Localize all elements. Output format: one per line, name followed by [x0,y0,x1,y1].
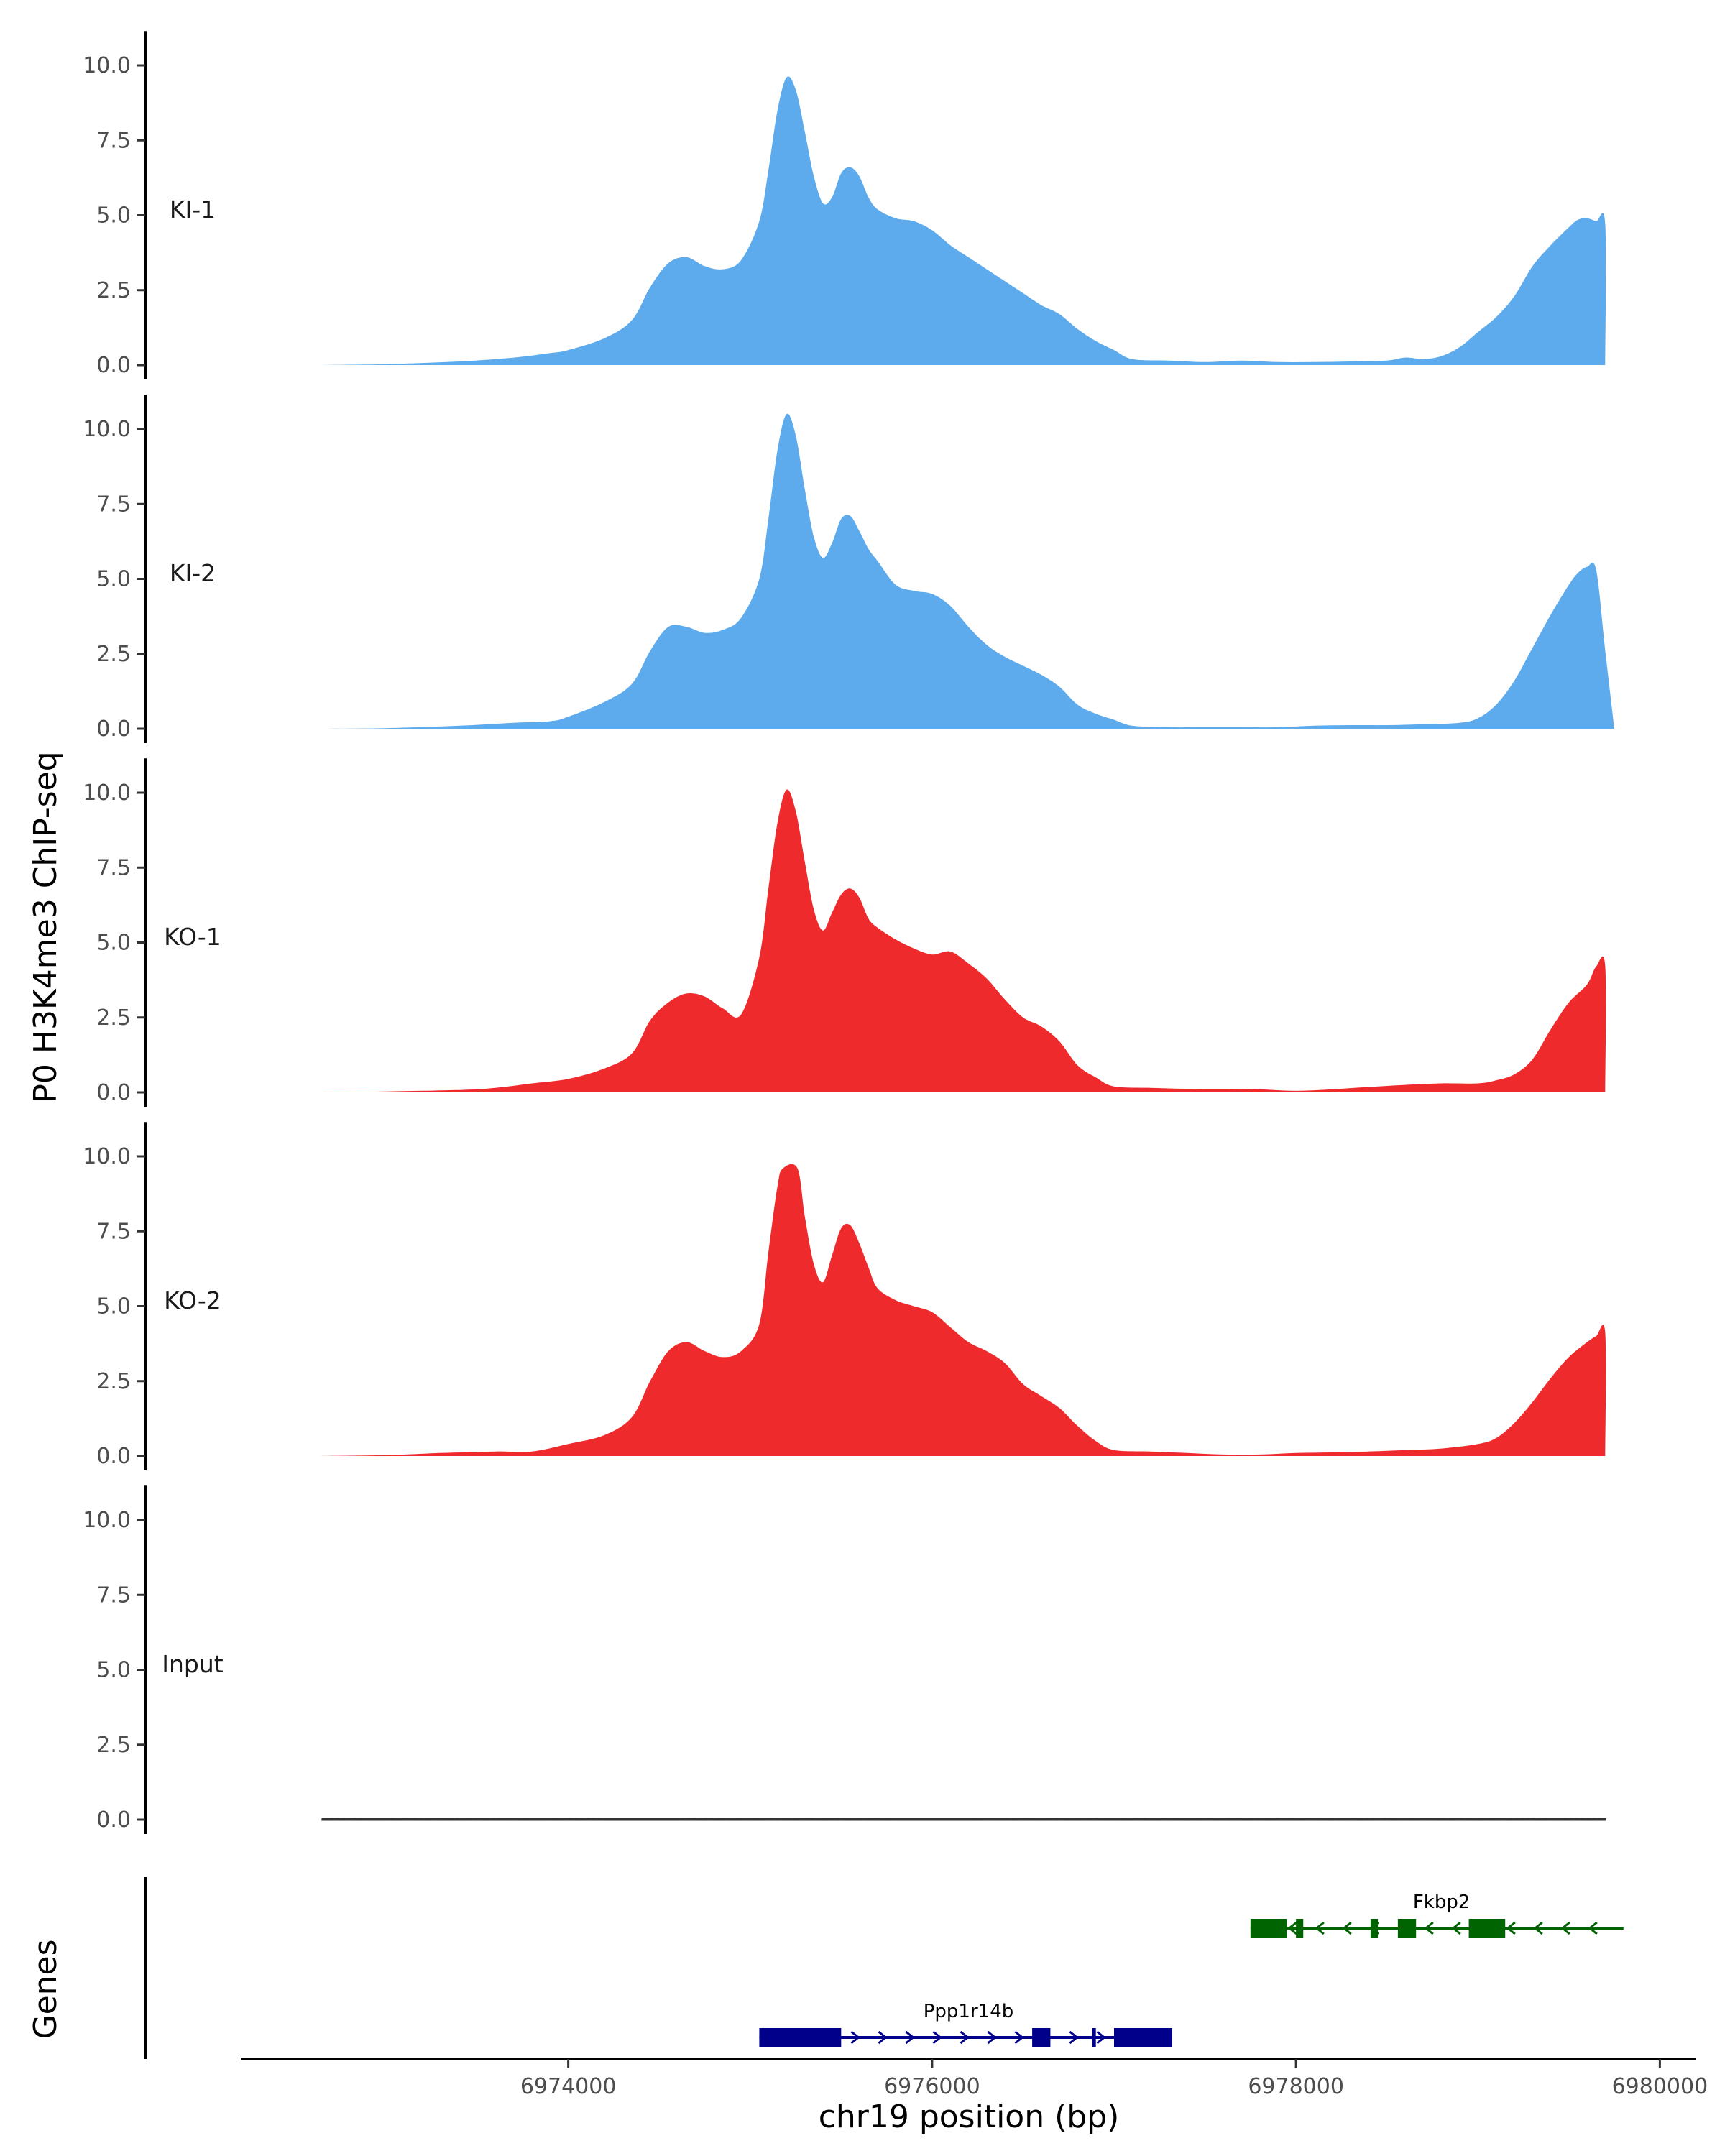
area-input [321,1818,1606,1821]
gene-exon [1092,2028,1096,2047]
y-tick-label: 2.5 [96,642,131,667]
gene-exon [1114,2028,1172,2047]
y-tick-label: 5.0 [96,931,131,956]
track-label: KI-1 [170,195,216,224]
genes-axis-title: Genes [27,1939,64,2039]
genes-panel: Ppp1r14b Fkbp2 [144,1877,1624,2059]
y-tick-label: 0.0 [96,353,131,378]
track-ki-2: 0.0 2.5 5.0 7.5 10.0 KI-2 [83,395,1615,743]
strand-arrow [1560,1921,1570,1935]
track-label: KI-2 [170,559,216,587]
y-tick-label: 5.0 [96,1658,131,1683]
strand-arrow [932,2030,942,2045]
strand-arrow [1069,2030,1079,2045]
y-tick-label: 5.0 [96,567,131,592]
y-tick-label: 5.0 [96,1294,131,1319]
track-ko-2: 0.0 2.5 5.0 7.5 10.0 KO-2 [83,1122,1606,1470]
y-tick-label: 2.5 [96,1369,131,1394]
strand-arrow [1096,2030,1106,2045]
strand-arrow [905,2030,915,2045]
x-axis: 6974000 6976000 6978000 6980000 [241,2058,1708,2099]
x-tick-label: 6974000 [520,2074,617,2099]
y-tick-label: 7.5 [96,1219,131,1244]
gene-exon [759,2028,842,2047]
y-tick-label: 5.0 [96,203,131,229]
x-axis-title: chr19 position (bp) [819,2099,1120,2135]
strand-arrow [1451,1921,1461,1935]
strand-arrow [1588,1921,1598,1935]
y-tick-label: 7.5 [96,855,131,880]
gene-exon [1296,1919,1304,1938]
y-axis-title: P0 H3K4me3 ChIP-seq [27,751,64,1102]
y-tick-label: 0.0 [96,1080,131,1105]
y-tick-label: 10.0 [83,780,131,806]
y-tick-label: 10.0 [83,1144,131,1169]
y-tick-label: 10.0 [83,1508,131,1533]
strand-arrow [1533,1921,1543,1935]
track-ko-1: 0.0 2.5 5.0 7.5 10.0 KO-1 [83,758,1606,1107]
y-tick-label: 2.5 [96,1733,131,1758]
y-tick-label: 2.5 [96,1005,131,1031]
strand-arrow [1424,1921,1434,1935]
gene-exon [1468,1919,1506,1938]
gene-name-label: Ppp1r14b [924,2001,1014,2022]
track-input: 0.0 2.5 5.0 7.5 10.0 Input [83,1485,1606,1834]
y-tick-label: 7.5 [96,492,131,517]
strand-arrow [1014,2030,1024,2045]
track-ki-1: 0.0 2.5 5.0 7.5 10.0 KI-1 [83,31,1606,379]
y-tick-label: 7.5 [96,128,131,153]
strand-arrow [1506,1921,1516,1935]
y-tick-label: 0.0 [96,1444,131,1469]
track-label: KO-1 [164,923,221,951]
strand-arrow [1342,1921,1352,1935]
y-tick-label: 10.0 [83,53,131,78]
gene-exon [1032,2028,1051,2047]
area-ki-1 [322,76,1606,366]
strand-arrow [1315,1921,1325,1935]
x-tick-label: 6980000 [1612,2074,1708,2099]
track-label: KO-2 [164,1286,221,1314]
y-tick-label: 2.5 [96,278,131,303]
strand-arrow [987,2030,997,2045]
y-tick-label: 10.0 [83,417,131,442]
y-tick-label: 0.0 [96,1807,131,1833]
area-ki-2 [322,413,1615,729]
gene-exon [1397,1919,1417,1938]
area-ko-2 [313,1164,1606,1456]
gene-ppp1r14b: Ppp1r14b [759,2001,1172,2047]
signal-tracks: 0.0 2.5 5.0 7.5 10.0 KI-1 0.0 2.5 5.0 7.5 10.0 KI-2… [83,31,1615,1834]
area-ko-1 [322,789,1606,1092]
strand-arrow [1287,1921,1297,1935]
y-tick-label: 0.0 [96,717,131,742]
strand-arrow [960,2030,970,2045]
x-tick-label: 6976000 [884,2074,980,2099]
gene-exon [1370,1919,1379,1938]
strand-arrow [850,2030,860,2045]
track-label: Input [162,1650,224,1678]
y-tick-label: 7.5 [96,1583,131,1608]
gene-name-label: Fkbp2 [1413,1892,1471,1913]
x-tick-label: 6978000 [1248,2074,1344,2099]
gene-exon [1250,1919,1287,1938]
strand-arrow [878,2030,888,2045]
gene-fkbp2: Fkbp2 [1250,1892,1624,1938]
